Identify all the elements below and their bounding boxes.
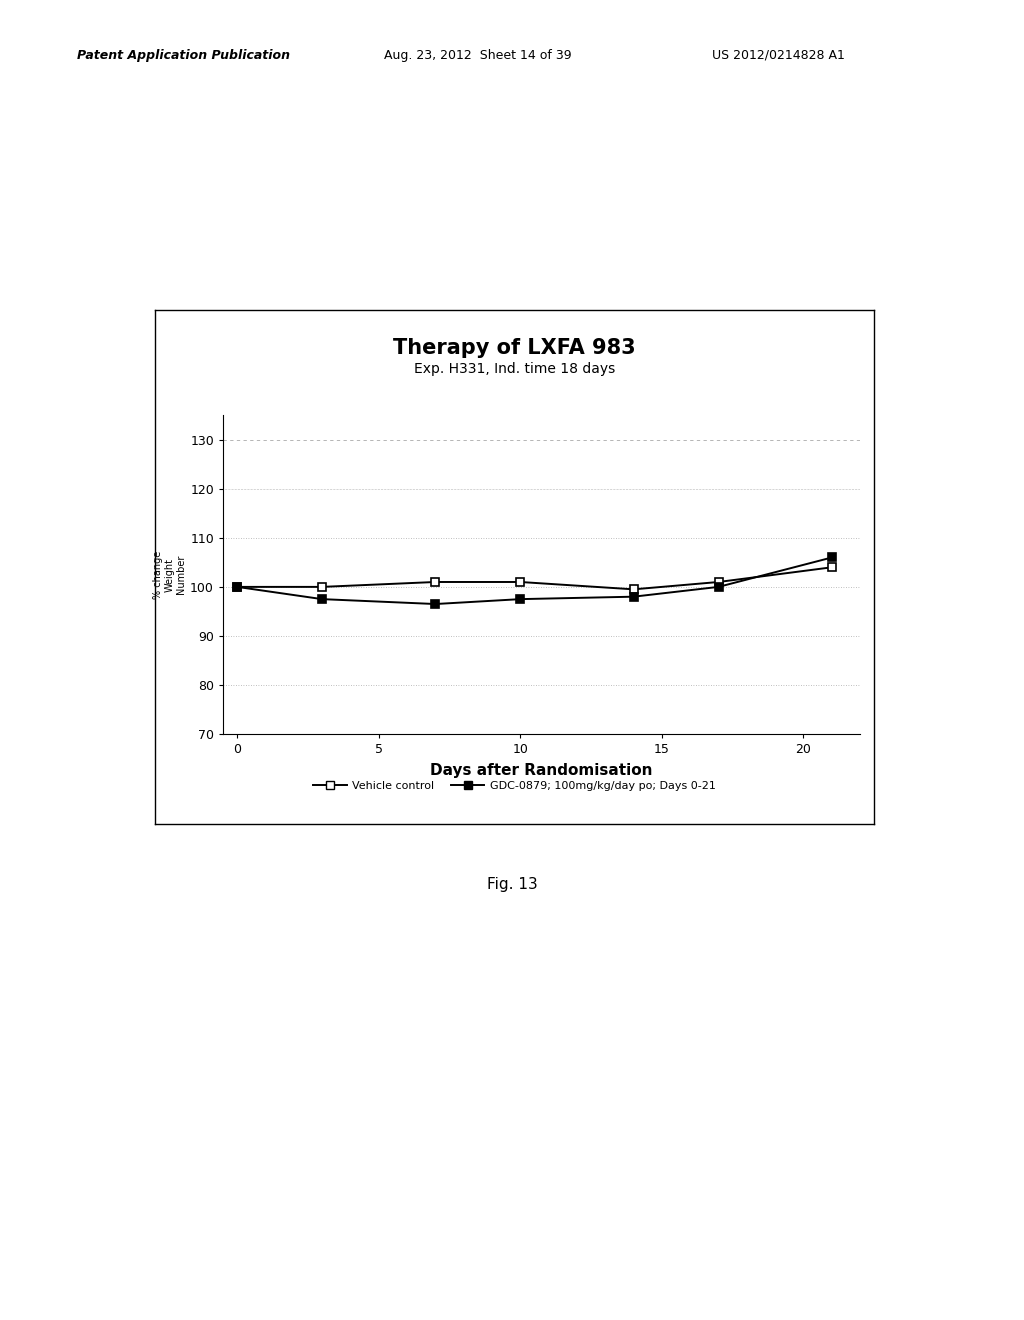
Text: Fig. 13: Fig. 13 — [486, 876, 538, 892]
Text: US 2012/0214828 A1: US 2012/0214828 A1 — [712, 49, 845, 62]
Text: Patent Application Publication: Patent Application Publication — [77, 49, 290, 62]
Text: Exp. H331, Ind. time 18 days: Exp. H331, Ind. time 18 days — [414, 362, 615, 376]
Text: Therapy of LXFA 983: Therapy of LXFA 983 — [393, 338, 636, 359]
X-axis label: Days after Randomisation: Days after Randomisation — [430, 763, 653, 777]
Text: Aug. 23, 2012  Sheet 14 of 39: Aug. 23, 2012 Sheet 14 of 39 — [384, 49, 571, 62]
Legend: Vehicle control, GDC-0879; 100mg/kg/day po; Days 0-21: Vehicle control, GDC-0879; 100mg/kg/day … — [313, 781, 716, 791]
Y-axis label: % change
Weight
Number: % change Weight Number — [153, 550, 186, 599]
